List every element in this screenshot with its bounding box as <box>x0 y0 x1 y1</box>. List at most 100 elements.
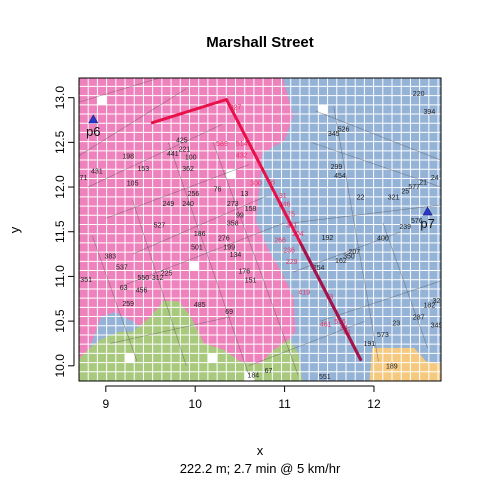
x-tick-label: 10 <box>189 397 203 411</box>
plot-frame <box>78 77 442 382</box>
address-label: 537 <box>116 264 128 271</box>
path-address-label: 31 <box>279 193 287 200</box>
street-segment <box>123 222 285 286</box>
address-label: 158 <box>245 206 257 213</box>
street-network <box>79 78 441 375</box>
address-label: 192 <box>322 235 334 242</box>
address-label: 186 <box>194 231 206 238</box>
address-label: 134 <box>230 252 242 259</box>
address-label: 221 <box>179 146 191 153</box>
address-label: 362 <box>182 166 194 173</box>
address-label: 383 <box>104 254 116 261</box>
address-label: 25 <box>401 188 409 195</box>
address-label: 576 <box>411 218 423 225</box>
street-segment <box>87 124 223 188</box>
path-address-label: 514 <box>236 141 248 148</box>
address-label: 501 <box>191 245 203 252</box>
empty-cell <box>97 95 107 105</box>
address-label: 550 <box>138 275 150 282</box>
y-axis-label: y <box>7 226 22 233</box>
address-label: 182 <box>424 303 436 310</box>
catchment-regions <box>79 78 441 381</box>
pump-markers: p6 p7 <box>86 114 435 231</box>
address-label: 312 <box>152 275 164 282</box>
path-address-label: 266 <box>274 237 286 244</box>
address-label: 207 <box>348 249 360 256</box>
address-label: 67 <box>265 368 273 375</box>
address-label: 321 <box>388 195 400 202</box>
street-segment <box>79 78 160 103</box>
street-segment <box>212 142 299 375</box>
path-address-label: 327 <box>230 104 242 111</box>
address-label: 225 <box>161 271 173 278</box>
address-label: 394 <box>424 109 436 116</box>
path-address-label: 229 <box>286 259 298 266</box>
address-label: 256 <box>188 191 200 198</box>
address-label: 551 <box>319 374 331 381</box>
address-label: 189 <box>386 363 398 370</box>
address-label: 71 <box>80 175 88 182</box>
pump-icon <box>88 114 99 124</box>
address-label: 13 <box>240 191 248 198</box>
address-label: 350 <box>343 254 355 261</box>
street-segment <box>382 222 428 349</box>
y-tick-label: 10.0 <box>53 354 67 378</box>
address-label: 259 <box>122 301 134 308</box>
path-address-label: 236 <box>283 247 295 254</box>
address-label: 345 <box>328 131 340 138</box>
path-address-label: 419 <box>298 289 310 296</box>
address-label: 100 <box>185 154 197 161</box>
street-segment <box>92 236 138 362</box>
street-segment <box>320 280 441 322</box>
pump-label: p7 <box>420 216 434 231</box>
address-label: 276 <box>218 236 230 243</box>
path-address-label: 432 <box>236 153 248 160</box>
path-address-label: 76 <box>267 179 275 186</box>
address-label: 199 <box>223 245 235 252</box>
address-label: 577 <box>408 184 420 191</box>
distance-caption: 222.2 m; 2.7 min @ 5 km/hr <box>180 461 341 476</box>
address-label: 425 <box>176 137 188 144</box>
green-region <box>79 300 303 381</box>
address-label: 326 <box>432 298 444 305</box>
address-label: 249 <box>163 201 175 208</box>
y-tick-label: 11.5 <box>53 220 67 243</box>
pump-label: p6 <box>86 124 100 139</box>
path-address-label: 300 <box>250 180 262 187</box>
x-tick-label: 11 <box>278 397 291 411</box>
street-segment <box>110 316 232 344</box>
street-segment <box>315 110 441 161</box>
address-label: 198 <box>122 153 134 160</box>
street-segment <box>293 204 441 224</box>
address-label: 573 <box>377 332 389 339</box>
address-label: 349 <box>431 322 443 329</box>
address-label: 358 <box>227 220 239 227</box>
address-label: 184 <box>247 372 259 379</box>
empty-cell <box>244 371 254 381</box>
address-label: 176 <box>239 269 251 276</box>
path-address-label: 246 <box>279 202 291 209</box>
empty-cell <box>189 261 199 271</box>
address-label: 527 <box>154 222 166 229</box>
path-address-label: 204 <box>292 231 304 238</box>
x-tick-label: 9 <box>102 397 109 411</box>
address-label: 287 <box>413 314 425 321</box>
address-label: 441 <box>167 151 179 158</box>
street-segment <box>132 200 187 366</box>
address-label: 23 <box>392 321 400 328</box>
address-label: 105 <box>127 180 139 187</box>
street-segment <box>333 106 379 362</box>
address-label: 239 <box>399 224 411 231</box>
path-address-label: 461 <box>320 321 332 328</box>
address-label: 240 <box>182 201 194 208</box>
y-tick-label: 12.5 <box>53 130 67 154</box>
empty-cell <box>318 104 328 115</box>
address-label: 153 <box>138 166 150 173</box>
address-label: 76 <box>214 187 222 194</box>
chart-title: Marshall Street <box>206 34 314 51</box>
address-label: 220 <box>413 91 425 98</box>
address-label: 431 <box>91 169 103 176</box>
walking-path-segment-lower <box>300 243 363 362</box>
address-label: 454 <box>334 173 346 180</box>
